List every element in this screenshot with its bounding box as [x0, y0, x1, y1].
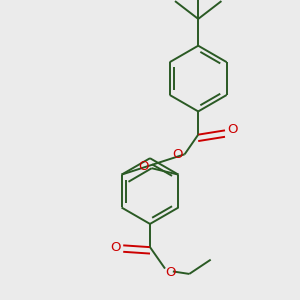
- Text: O: O: [172, 148, 183, 161]
- Text: O: O: [110, 241, 121, 254]
- Text: O: O: [228, 123, 238, 136]
- Text: O: O: [139, 160, 149, 173]
- Text: O: O: [166, 266, 176, 279]
